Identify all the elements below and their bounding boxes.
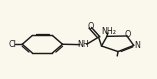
Text: N: N bbox=[134, 41, 140, 50]
Text: NH: NH bbox=[77, 40, 89, 49]
Text: NH₂: NH₂ bbox=[101, 27, 116, 36]
Text: O: O bbox=[125, 30, 131, 39]
Text: Cl: Cl bbox=[9, 40, 16, 49]
Text: O: O bbox=[87, 22, 93, 31]
